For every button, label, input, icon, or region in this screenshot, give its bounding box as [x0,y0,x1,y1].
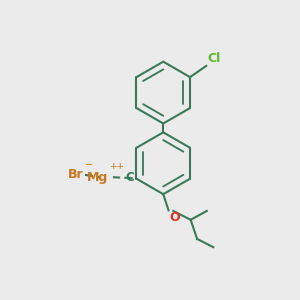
Text: −: − [85,160,93,170]
Text: O: O [170,211,180,224]
Text: Mg: Mg [87,171,109,184]
Text: Br: Br [68,168,83,182]
Text: ++: ++ [109,162,124,171]
Text: C: C [125,171,134,184]
Text: Cl: Cl [207,52,220,65]
